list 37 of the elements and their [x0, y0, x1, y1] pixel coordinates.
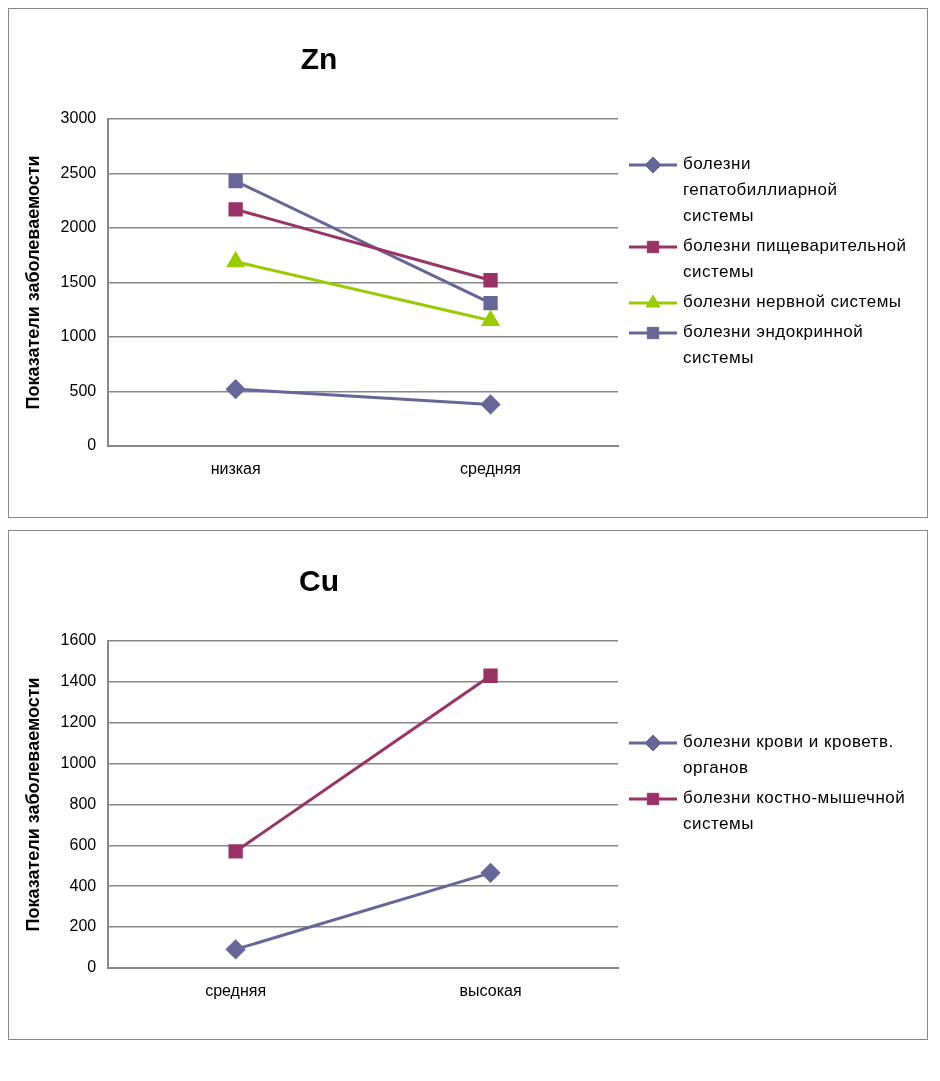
point	[226, 939, 246, 959]
y-tick-label: 1600	[60, 631, 97, 649]
y-tick-label: 400	[69, 876, 97, 894]
x-tick-label: средняя	[460, 459, 522, 477]
point	[481, 394, 501, 414]
y-tick-label: 1000	[60, 327, 97, 345]
y-tick-label: 200	[69, 917, 97, 935]
y-axis-title: Показатели заболеваемости	[22, 677, 43, 932]
point	[481, 863, 501, 883]
y-tick-label: 0	[87, 436, 97, 454]
point	[228, 202, 243, 217]
y-tick-label: 600	[69, 835, 97, 853]
y-tick-label: 800	[69, 794, 97, 812]
x-tick-label: средняя	[205, 981, 267, 999]
chart-title: Cu	[299, 564, 339, 598]
y-tick-label: 1500	[60, 272, 97, 290]
y-tick-label: 1200	[60, 713, 97, 731]
legend-label: болезни эндокринной системы	[683, 321, 865, 369]
y-tick-label: 1400	[60, 672, 97, 690]
x-tick-label: низкая	[210, 459, 261, 477]
legend-label: болезни костно-мышечной системы	[683, 787, 907, 835]
point	[483, 668, 498, 683]
point	[228, 844, 243, 859]
y-tick-label: 500	[69, 381, 97, 399]
y-axis-title: Показатели заболеваемости	[22, 155, 43, 410]
y-tick-label: 0	[87, 958, 97, 976]
legend-label: болезни нервной системы	[683, 291, 902, 313]
x-tick-label: высокая	[459, 981, 522, 999]
y-tick-label: 2500	[60, 163, 97, 181]
y-tick-label: 2000	[60, 218, 97, 236]
chart-title: Zn	[300, 42, 338, 76]
point	[226, 379, 246, 399]
y-tick-label: 3000	[60, 109, 97, 127]
point	[483, 295, 498, 311]
y-tick-label: 1000	[60, 753, 97, 771]
point	[483, 273, 498, 288]
point	[228, 173, 243, 189]
